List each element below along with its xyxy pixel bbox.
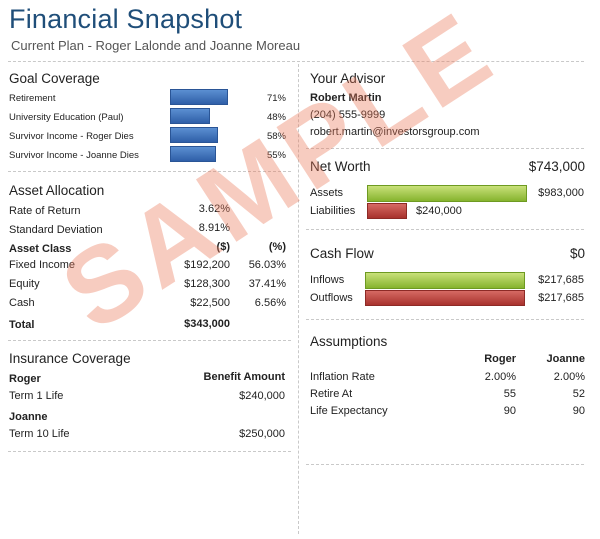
asset-class-header: Asset Class — [9, 243, 72, 255]
asset-row-amount: $192,200 — [184, 259, 230, 271]
advisor-email: robert.martin@investorsgroup.com — [310, 126, 480, 138]
goal-label: Survivor Income - Roger Dies — [9, 131, 134, 142]
asset-row-amount: $128,300 — [184, 278, 230, 290]
assumption-roger: 90 — [503, 405, 516, 417]
asset-row-pct: 56.03% — [248, 259, 286, 271]
total-label: Total — [9, 319, 35, 331]
asset-row-amount: $22,500 — [190, 297, 230, 309]
goal-coverage-heading: Goal Coverage — [9, 71, 100, 86]
goal-label: University Education (Paul) — [9, 112, 124, 123]
outflows-bar — [365, 290, 525, 306]
goal-percent: 48% — [266, 112, 286, 123]
section-divider — [306, 319, 584, 320]
assumption-joanne: 2.00% — [553, 371, 585, 383]
page-title: Financial Snapshot — [9, 4, 243, 34]
rate-of-return-label: Rate of Return — [9, 205, 81, 217]
policy-name: Term 10 Life — [9, 428, 70, 440]
section-divider — [8, 451, 291, 452]
percent-header: (%) — [268, 241, 286, 253]
asset-row-name: Fixed Income — [9, 259, 76, 271]
goal-bar-retirement — [170, 89, 228, 105]
column-divider — [298, 64, 299, 534]
goal-percent: 71% — [266, 93, 286, 104]
advisor-name: Robert Martin — [310, 92, 382, 104]
insurance-heading: Insurance Coverage — [9, 351, 131, 366]
section-divider — [8, 171, 291, 172]
policy-name: Term 1 Life — [9, 390, 64, 402]
liabilities-label: Liabilities — [310, 205, 356, 217]
std-dev-value: 8.91% — [198, 222, 230, 234]
rate-of-return-value: 3.62% — [198, 203, 230, 215]
insured-name-roger: Roger — [9, 373, 41, 385]
goal-label: Survivor Income - Joanne Dies — [9, 150, 139, 161]
asset-row-name: Cash — [9, 297, 35, 309]
goal-percent: 58% — [266, 131, 286, 142]
outflows-value: $217,685 — [538, 292, 584, 304]
goal-label: Retirement — [9, 93, 56, 104]
advisor-phone: (204) 555-9999 — [310, 109, 386, 121]
assumption-roger: 55 — [503, 388, 516, 400]
outflows-label: Outflows — [310, 292, 353, 304]
policy-amount: $240,000 — [239, 390, 285, 402]
total-value: $343,000 — [184, 318, 230, 330]
assets-bar — [367, 185, 527, 202]
assumption-label: Retire At — [310, 388, 353, 400]
assumption-label: Inflation Rate — [310, 371, 375, 383]
dollars-header: ($) — [216, 241, 230, 253]
goal-percent: 55% — [266, 150, 286, 161]
assets-label: Assets — [310, 187, 344, 199]
asset-row-name: Equity — [9, 278, 40, 290]
cash-flow-total: $0 — [569, 246, 585, 261]
goal-bar-joanne-dies — [170, 146, 216, 162]
benefit-amount-header: Benefit Amount — [203, 371, 285, 383]
goal-bar-roger-dies — [170, 127, 218, 143]
page-subtitle: Current Plan - Roger Lalonde and Joanne … — [11, 38, 301, 53]
asset-row-pct: 6.56% — [254, 297, 286, 309]
insured-name-joanne: Joanne — [9, 411, 48, 423]
advisor-heading: Your Advisor — [310, 71, 386, 86]
cash-flow-heading: Cash Flow — [310, 246, 374, 261]
net-worth-total: $743,000 — [528, 159, 585, 174]
assumptions-col-joanne: Joanne — [546, 353, 585, 365]
policy-amount: $250,000 — [239, 428, 285, 440]
assumption-roger: 2.00% — [484, 371, 516, 383]
assumptions-col-roger: Roger — [484, 353, 516, 365]
assumptions-heading: Assumptions — [310, 334, 388, 349]
assets-value: $983,000 — [538, 187, 584, 199]
assumption-joanne: 52 — [572, 388, 585, 400]
inflows-value: $217,685 — [538, 274, 584, 286]
inflows-bar — [365, 272, 525, 289]
std-dev-label: Standard Deviation — [9, 224, 103, 236]
asset-allocation-heading: Asset Allocation — [9, 183, 105, 198]
section-divider — [306, 464, 584, 465]
header-divider — [8, 61, 584, 62]
section-divider — [306, 229, 584, 230]
section-divider — [8, 340, 291, 341]
assumption-label: Life Expectancy — [310, 405, 388, 417]
liabilities-bar — [367, 203, 407, 219]
liabilities-value: $240,000 — [416, 205, 462, 217]
goal-bar-university — [170, 108, 210, 124]
assumption-joanne: 90 — [572, 405, 585, 417]
net-worth-heading: Net Worth — [310, 159, 371, 174]
section-divider — [306, 148, 584, 149]
inflows-label: Inflows — [310, 274, 345, 286]
asset-row-pct: 37.41% — [248, 278, 286, 290]
